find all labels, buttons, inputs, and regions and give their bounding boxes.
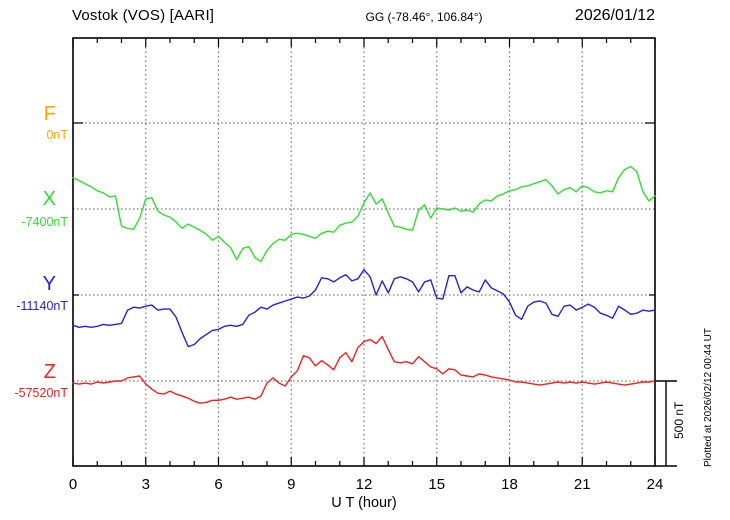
station-title: Vostok (VOS) [AARI] — [72, 7, 215, 24]
x-tick-label: 0 — [68, 476, 78, 493]
x-tick-label: 3 — [141, 476, 150, 493]
x-tick-label: 24 — [646, 476, 664, 493]
x-tick-label: 6 — [214, 476, 223, 493]
component-letter-z: Z — [43, 361, 56, 383]
x-tick-label: 18 — [501, 476, 518, 493]
x-tick-label: 9 — [287, 476, 296, 493]
plotted-timestamp-note: Plotted at 2026/02/12 00:44 UT — [703, 328, 714, 467]
component-letter-y: Y — [42, 273, 56, 295]
x-tick-label: 15 — [428, 476, 446, 493]
component-baseline-f: 0nT — [46, 128, 68, 142]
component-baseline-z: -57520nT — [14, 386, 68, 400]
component-label-x: X -7400nT — [2, 189, 68, 229]
component-letter-f: F — [43, 103, 56, 125]
trace-y — [72, 269, 656, 348]
component-baseline-y: -11140nT — [16, 299, 68, 313]
geographic-coordinates: GG (-78.46°, 106.84°) — [365, 10, 483, 24]
component-baseline-x: -7400nT — [21, 215, 68, 229]
trace-x — [72, 165, 656, 263]
x-tick-label: 12 — [355, 476, 373, 493]
plot-border — [72, 37, 656, 467]
component-label-y: Y -11140nT — [2, 274, 68, 313]
x-axis-title: U T (hour) — [331, 495, 397, 511]
plot-date: 2026/01/12 — [574, 7, 655, 24]
x-tick-label: 21 — [573, 476, 591, 493]
component-letter-x: X — [42, 188, 56, 210]
trace-z — [72, 335, 656, 404]
component-label-f: F 0nT — [2, 104, 68, 142]
component-label-z: Z -57520nT — [2, 362, 68, 400]
scale-bar-label: 500 nT — [672, 401, 686, 439]
